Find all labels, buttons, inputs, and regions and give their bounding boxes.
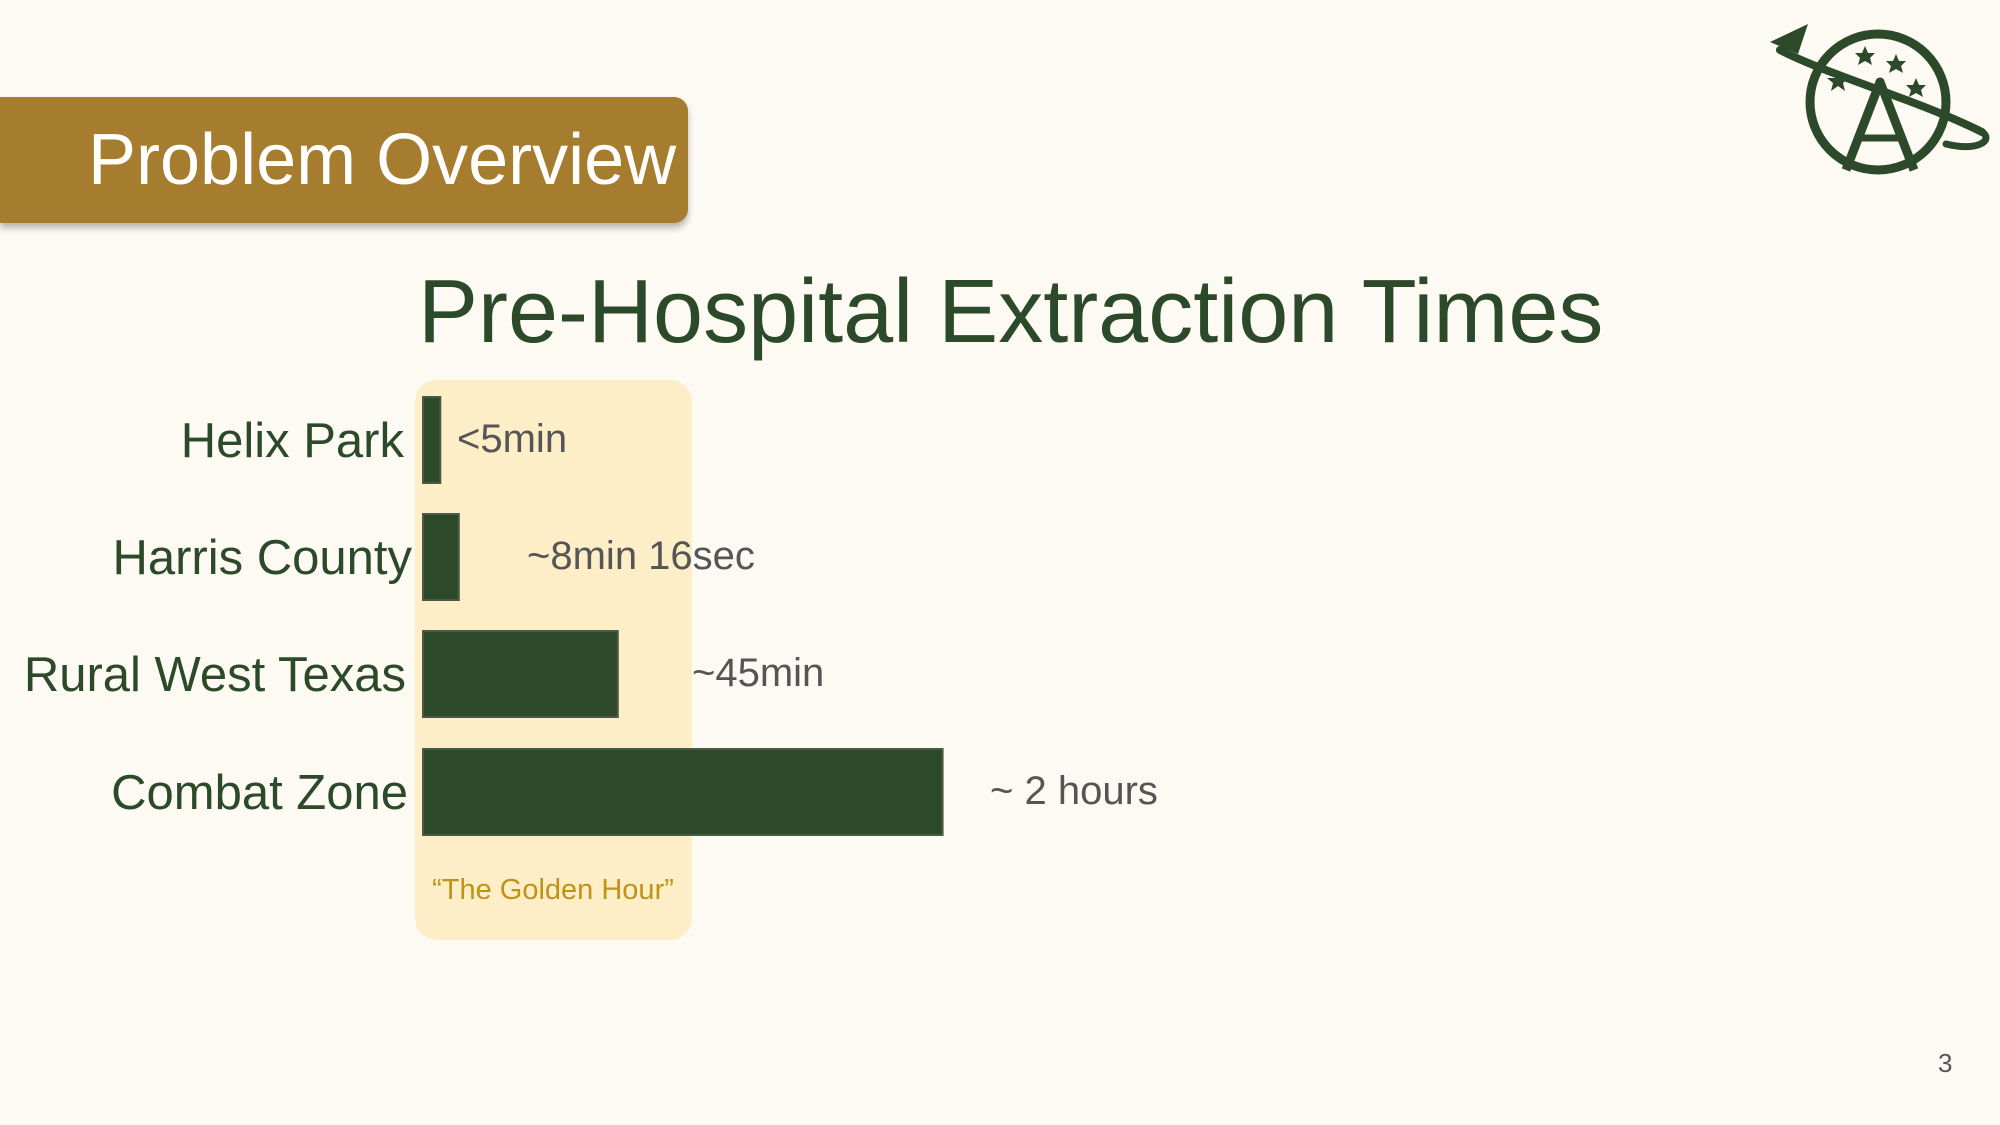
data-label: ~8min 16sec xyxy=(527,534,755,578)
category-label: Rural West Texas xyxy=(24,648,406,702)
data-label: ~45min xyxy=(692,651,824,695)
section-banner xyxy=(0,97,688,223)
bar-helix-park xyxy=(422,396,442,484)
section-title: Problem Overview xyxy=(88,120,677,200)
category-label: Harris County xyxy=(112,531,412,585)
bar-rural-west-texas xyxy=(422,630,619,718)
planet-star-logo-icon xyxy=(1770,24,1990,175)
category-label: Helix Park xyxy=(181,414,405,468)
data-label: ~ 2 hours xyxy=(990,769,1158,813)
chart-title: Pre-Hospital Extraction Times xyxy=(418,262,1604,362)
bar-harris-county xyxy=(422,513,460,601)
page-number: 3 xyxy=(1938,1048,1953,1078)
golden-hour-label: “The Golden Hour” xyxy=(432,874,674,906)
bar-combat-zone xyxy=(422,748,944,836)
category-label: Combat Zone xyxy=(111,766,408,820)
data-label: <5min xyxy=(457,417,567,461)
